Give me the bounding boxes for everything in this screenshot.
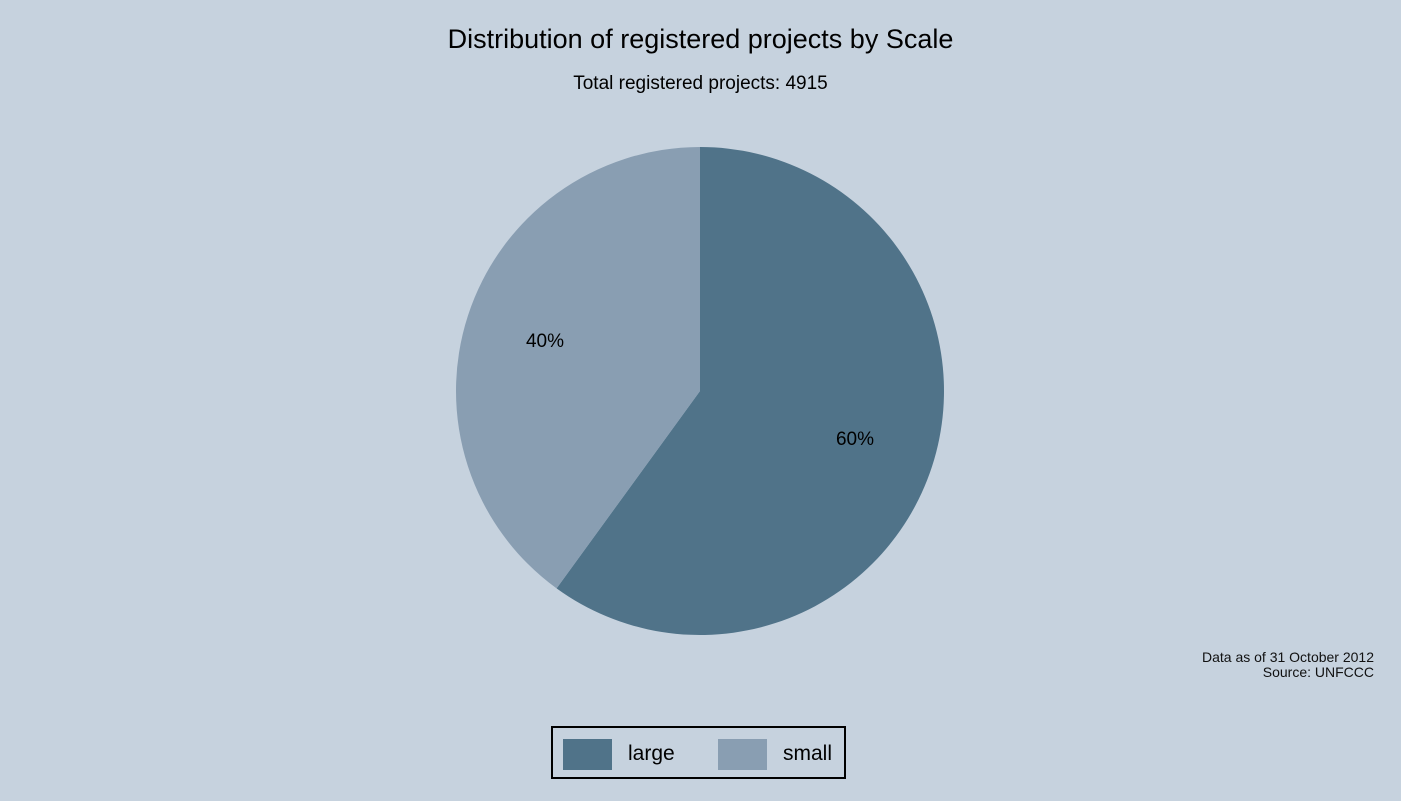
legend-swatch-small — [718, 739, 767, 770]
legend-label-large: large — [628, 742, 675, 765]
chart-title: Distribution of registered projects by S… — [447, 24, 954, 54]
legend-label-small: small — [783, 742, 833, 765]
source-note: Data as of 31 October 2012 Source: UNFCC… — [1202, 650, 1374, 680]
legend: large small — [551, 726, 846, 779]
pie-slice-large — [556, 147, 944, 635]
chart-subtitle: Total registered projects: 4915 — [573, 73, 828, 94]
data-date-note: Data as of 31 October 2012 — [1202, 649, 1374, 665]
slice-label-large: 60% — [835, 429, 875, 450]
slice-label-small: 40% — [525, 331, 565, 352]
legend-swatch-large — [563, 739, 612, 770]
pie-slice-small — [456, 146, 700, 589]
source-credit: Source: UNFCCC — [1262, 664, 1374, 680]
